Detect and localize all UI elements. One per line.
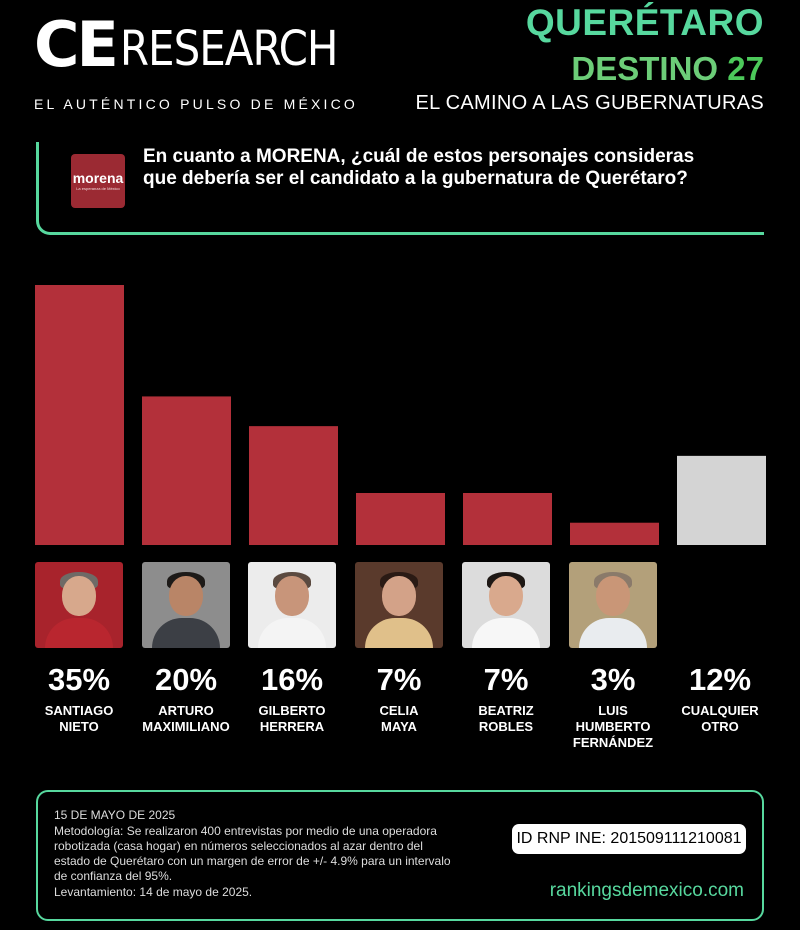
name-line: HERRERA xyxy=(259,719,325,734)
value-label: 7% xyxy=(483,662,529,697)
candidate-name: CUALQUIER OTRO xyxy=(665,703,775,735)
rnp-id-badge: ID RNP INE: 201509111210081 xyxy=(512,824,746,854)
name-line: FERNÁNDEZ xyxy=(572,735,654,750)
morena-logo-text: morena xyxy=(72,170,124,186)
name-line: CELIA xyxy=(379,703,419,718)
value-label: 20% xyxy=(154,662,218,697)
question-box: morena La esperanza de México En cuanto … xyxy=(36,142,764,235)
value-label: 7% xyxy=(376,662,422,697)
name-line: ARTURO xyxy=(158,703,214,718)
photo-arturo-maximiliano xyxy=(142,562,230,648)
logo-tagline: EL AUTÉNTICO PULSO DE MÉXICO xyxy=(34,96,359,112)
bar-beatriz-robles xyxy=(463,493,552,545)
survey-date: 15 DE MAYO DE 2025 xyxy=(54,808,176,822)
name-line: GILBERTO xyxy=(258,703,326,718)
photo-luis-humberto-fernandez xyxy=(569,562,657,648)
ce-research-logo: CE RESEARCH xyxy=(34,8,339,81)
methodology-text: Metodología: Se realizaron 400 entrevist… xyxy=(54,824,474,884)
name-line: NIETO xyxy=(59,719,99,734)
candidate-name: ARTURO MAXIMILIANO xyxy=(131,703,241,735)
methodology-box: 15 DE MAYO DE 2025 Metodología: Se reali… xyxy=(36,790,764,921)
bar-luis-humberto-fern-ndez xyxy=(570,522,659,545)
header-caption: EL CAMINO A LAS GUBERNATURAS xyxy=(415,92,764,114)
candidate-name: SANTIAGO NIETO xyxy=(24,703,134,735)
logo-ce: CE xyxy=(34,8,119,81)
photo-celia-maya xyxy=(355,562,443,648)
methodology-line: Metodología: Se realizaron 400 entrevist… xyxy=(54,824,437,838)
name-line: CUALQUIER xyxy=(681,703,759,718)
header-subtitle-accent: 27 xyxy=(727,50,764,87)
bar-santiago-nieto xyxy=(35,285,124,545)
name-line: SANTIAGO xyxy=(44,703,114,718)
header-subtitle-main: DESTINO xyxy=(571,50,719,87)
photo-santiago-nieto xyxy=(35,562,123,648)
name-line: HUMBERTO xyxy=(575,719,651,734)
name-line: ROBLES xyxy=(478,719,534,734)
candidate-name: GILBERTO HERRERA xyxy=(237,703,347,735)
candidate-name: CELIA MAYA xyxy=(344,703,454,735)
header-title: QUERÉTARO xyxy=(525,2,764,43)
morena-logo-slogan: La esperanza de México xyxy=(76,186,120,191)
name-line: OTRO xyxy=(701,719,739,734)
bar-cualquier-otro xyxy=(677,455,766,545)
name-line: BEATRIZ xyxy=(478,703,534,718)
candidate-name: LUIS HUMBERTO FERNÁNDEZ xyxy=(558,703,668,751)
morena-logo: morena La esperanza de México xyxy=(71,154,125,208)
photo-gilberto-herrera xyxy=(248,562,336,648)
bar-celia-maya xyxy=(356,493,445,545)
methodology-line: de confianza del 95%. xyxy=(54,869,173,883)
bar-arturo-maximiliano xyxy=(142,396,231,545)
bar-gilberto-herrera xyxy=(249,426,338,545)
name-line: LUIS xyxy=(598,703,628,718)
candidate-name: BEATRIZ ROBLES xyxy=(451,703,561,735)
value-label: 16% xyxy=(260,662,324,697)
fieldwork-date: Levantamiento: 14 de mayo de 2025. xyxy=(54,885,253,899)
value-label: 3% xyxy=(590,662,636,697)
header-subtitle: DESTINO 27 xyxy=(571,50,764,88)
methodology-line: robotizada (casa hogar) en números selec… xyxy=(54,839,423,853)
name-line: MAYA xyxy=(381,719,417,734)
website-link[interactable]: rankingsdemexico.com xyxy=(549,880,744,901)
methodology-line: estado de Querétaro con un margen de err… xyxy=(54,854,451,868)
value-label: 35% xyxy=(47,662,111,697)
photo-beatriz-robles xyxy=(462,562,550,648)
name-line: MAXIMILIANO xyxy=(142,719,230,734)
question-text: En cuanto a MORENA, ¿cuál de estos perso… xyxy=(143,146,695,189)
value-label: 12% xyxy=(688,662,752,697)
logo-research: RESEARCH xyxy=(119,19,339,77)
